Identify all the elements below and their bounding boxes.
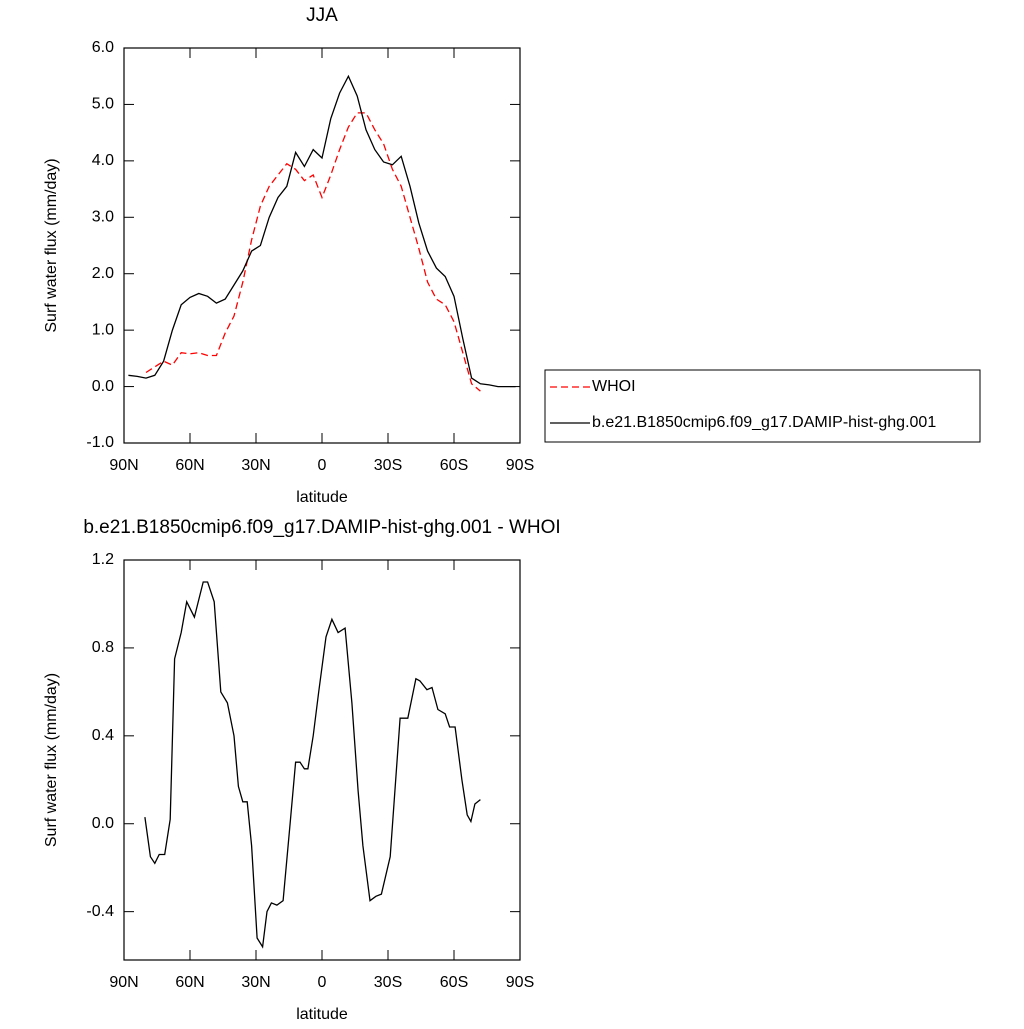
legend-box — [544, 369, 981, 443]
y-axis-label: Surf water flux (mm/day) — [43, 673, 60, 847]
y-tick-label: 2.0 — [92, 265, 114, 282]
y-tick-label: -1.0 — [86, 434, 114, 451]
chart-title: b.e21.B1850cmip6.f09_g17.DAMIP-hist-ghg.… — [83, 517, 560, 538]
y-axis-label: Surf water flux (mm/day) — [43, 158, 60, 332]
x-tick-label: 0 — [318, 974, 327, 991]
x-tick-label: 90S — [506, 457, 534, 474]
y-tick-label: -0.4 — [86, 903, 114, 920]
legend-label: WHOI — [592, 378, 636, 395]
x-tick-label: 30S — [374, 457, 402, 474]
y-tick-label: 3.0 — [92, 209, 114, 226]
y-tick-label: 4.0 — [92, 152, 114, 169]
x-tick-label: 60N — [175, 457, 204, 474]
data-line — [128, 74, 516, 388]
plot-frame — [123, 47, 521, 444]
x-tick-label: 30N — [241, 457, 270, 474]
data-line — [145, 112, 481, 392]
y-tick-label: 0.0 — [92, 815, 114, 832]
data-line — [144, 581, 481, 949]
y-tick-label: 0.4 — [92, 727, 114, 744]
y-tick-label: 0.0 — [92, 378, 114, 395]
x-tick-label: 60N — [175, 974, 204, 991]
y-tick-label: 1.2 — [92, 551, 114, 568]
x-axis-label: latitude — [296, 489, 348, 506]
x-tick-label: 30N — [241, 974, 270, 991]
y-tick-label: 1.0 — [92, 321, 114, 338]
y-tick-label: 6.0 — [92, 39, 114, 56]
x-tick-label: 60S — [440, 457, 468, 474]
x-axis-label: latitude — [296, 1006, 348, 1023]
y-tick-label: 0.8 — [92, 639, 114, 656]
y-tick-label: 5.0 — [92, 96, 114, 113]
x-tick-label: 90N — [109, 457, 138, 474]
legend-label: b.e21.B1850cmip6.f09_g17.DAMIP-hist-ghg.… — [592, 414, 936, 431]
x-tick-label: 90N — [109, 974, 138, 991]
chart-title: JJA — [306, 5, 338, 26]
x-tick-label: 0 — [318, 457, 327, 474]
x-tick-label: 90S — [506, 974, 534, 991]
x-tick-label: 60S — [440, 974, 468, 991]
x-tick-label: 30S — [374, 974, 402, 991]
